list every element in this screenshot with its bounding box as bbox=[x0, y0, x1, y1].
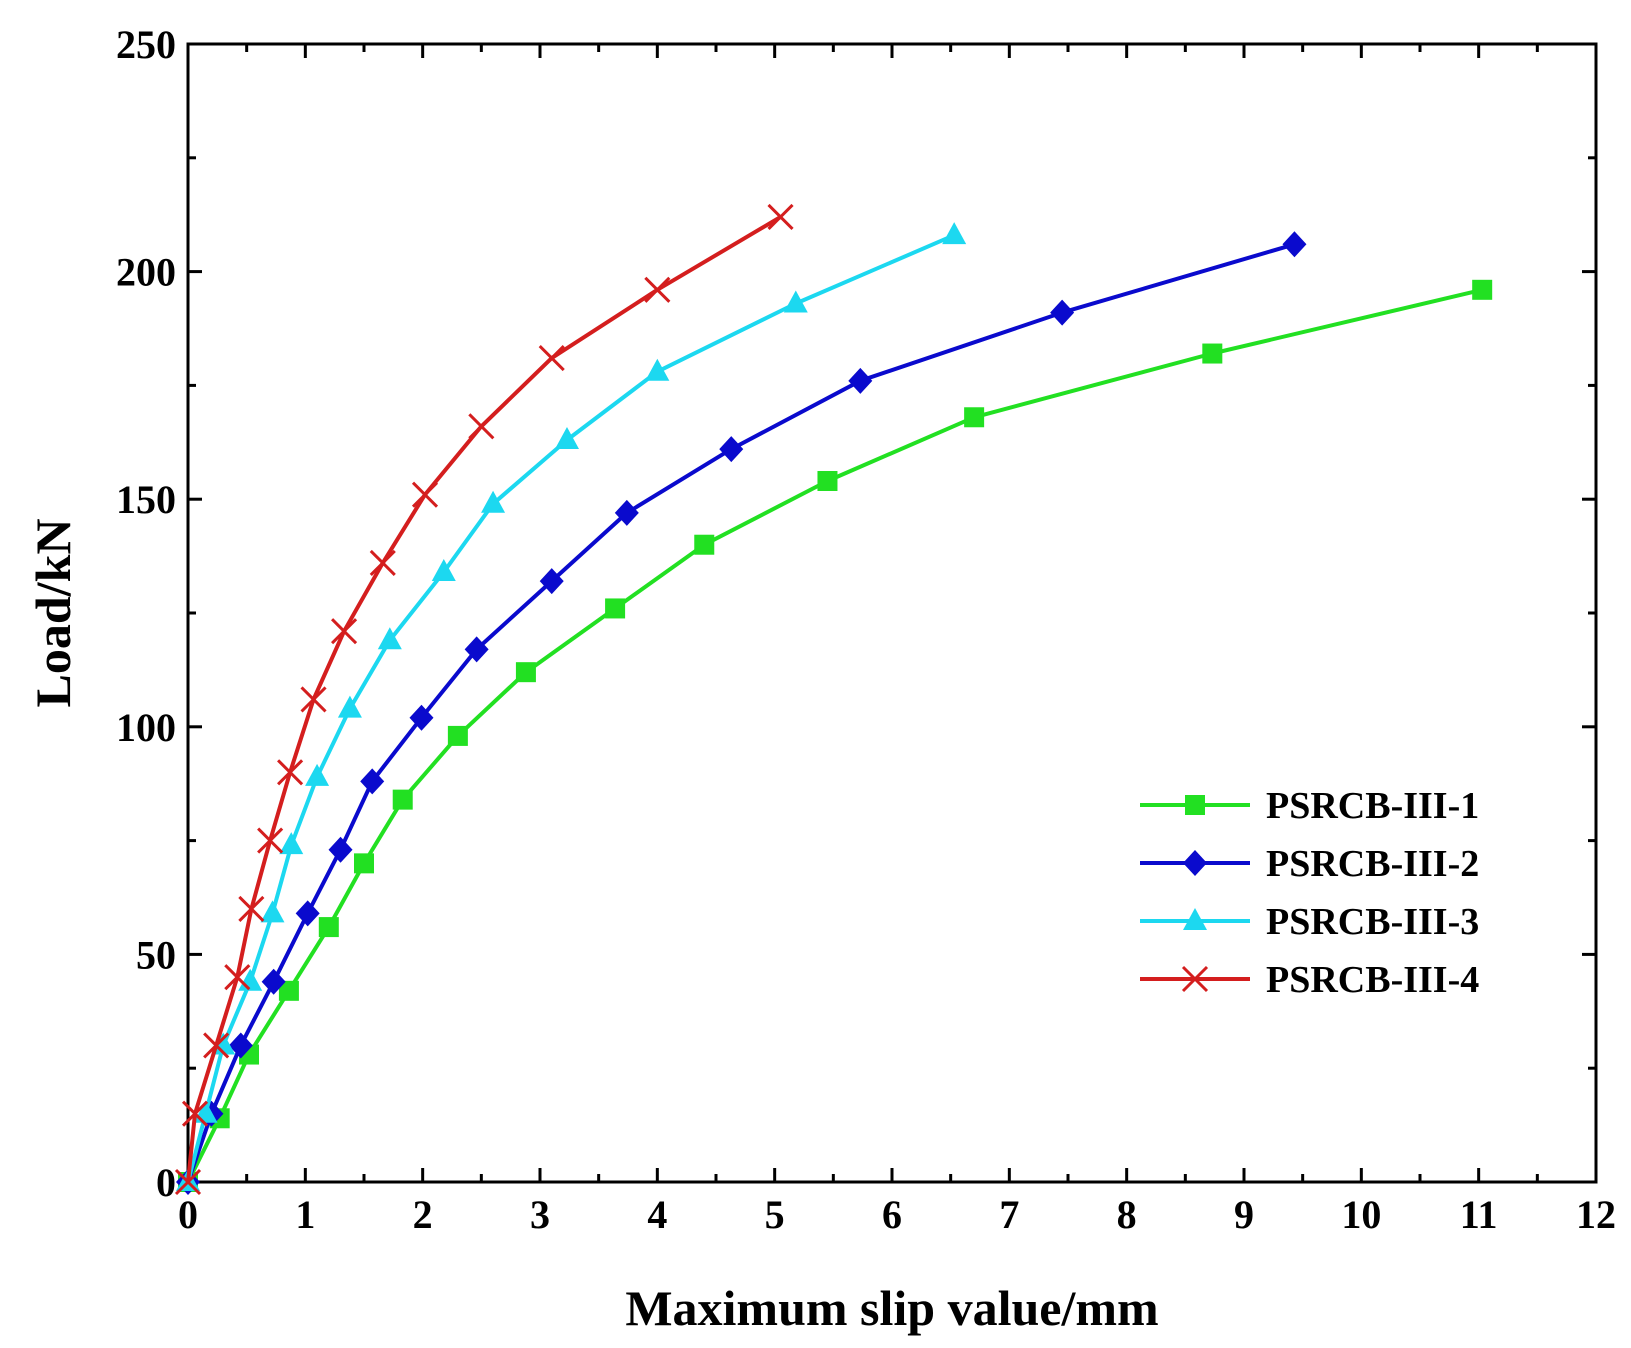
legend-item: PSRCB-III-1 bbox=[1140, 785, 1479, 827]
data-point-x bbox=[330, 618, 358, 645]
legend-item: PSRCB-III-3 bbox=[1140, 901, 1479, 943]
data-point-square bbox=[354, 853, 374, 874]
data-point-diamond bbox=[848, 367, 873, 394]
data-point-diamond bbox=[228, 1032, 253, 1059]
data-point-x bbox=[369, 549, 396, 576]
data-point-x bbox=[277, 759, 304, 786]
data-point-x bbox=[1181, 965, 1209, 993]
y-tick-label: 200 bbox=[116, 250, 176, 295]
x-tick-label: 12 bbox=[1576, 1192, 1616, 1237]
plot-frame bbox=[186, 42, 1598, 1184]
data-point-triangle bbox=[554, 427, 579, 450]
x-tick-label: 7 bbox=[999, 1192, 1019, 1237]
data-point-square bbox=[694, 534, 715, 555]
data-point-diamond bbox=[1282, 231, 1307, 258]
x-tick-label: 6 bbox=[882, 1192, 902, 1237]
data-point-triangle bbox=[783, 290, 808, 313]
y-tick-label: 150 bbox=[116, 477, 176, 522]
data-point-triangle bbox=[260, 900, 285, 923]
data-point-x bbox=[224, 964, 251, 991]
data-point-diamond bbox=[328, 836, 353, 863]
data-point-diamond bbox=[614, 499, 639, 526]
series-PSRCB-III-1 bbox=[178, 279, 1493, 1192]
legend-label: PSRCB-III-1 bbox=[1266, 785, 1479, 827]
x-tick-label: 9 bbox=[1234, 1192, 1254, 1237]
series-PSRCB-III-3 bbox=[176, 222, 967, 1191]
data-point-diamond bbox=[360, 768, 385, 795]
series-line bbox=[186, 287, 1483, 1183]
y-tick-label: 0 bbox=[156, 1160, 176, 1205]
series-layer bbox=[174, 203, 1493, 1196]
x-tick-label: 0 bbox=[178, 1192, 198, 1237]
data-point-triangle bbox=[942, 222, 967, 245]
x-tick-label: 1 bbox=[295, 1192, 315, 1237]
data-point-triangle bbox=[481, 490, 506, 513]
data-point-triangle bbox=[211, 1032, 236, 1055]
x-tick-label: 4 bbox=[647, 1192, 667, 1237]
x-tick-label: 10 bbox=[1341, 1192, 1381, 1237]
x-tick-label: 2 bbox=[413, 1192, 433, 1237]
series-PSRCB-III-4 bbox=[174, 203, 794, 1196]
data-point-triangle bbox=[645, 358, 670, 381]
x-tick-label: 11 bbox=[1460, 1192, 1498, 1237]
data-point-x bbox=[468, 413, 495, 440]
data-point-x bbox=[181, 1100, 209, 1127]
data-point-triangle bbox=[305, 763, 330, 786]
data-point-diamond bbox=[409, 704, 434, 731]
legend-label: PSRCB-III-2 bbox=[1266, 843, 1479, 885]
data-point-x bbox=[238, 895, 265, 922]
y-axis-title: Load/kN bbox=[25, 519, 81, 708]
data-point-x bbox=[300, 686, 327, 713]
data-point-x bbox=[203, 1032, 230, 1059]
x-tick-label: 3 bbox=[530, 1192, 550, 1237]
y-tick-label: 50 bbox=[136, 932, 176, 977]
data-point-diamond bbox=[295, 900, 320, 927]
data-point-diamond bbox=[539, 568, 564, 595]
x-tick-label: 8 bbox=[1117, 1192, 1137, 1237]
data-point-square bbox=[447, 725, 468, 746]
data-point-x bbox=[174, 1168, 202, 1196]
legend-label: PSRCB-III-3 bbox=[1266, 901, 1479, 943]
data-point-triangle bbox=[279, 832, 304, 855]
data-point-square bbox=[278, 980, 299, 1001]
data-point-square bbox=[1472, 279, 1493, 300]
legend-item: PSRCB-III-2 bbox=[1140, 843, 1479, 885]
y-tick-label: 100 bbox=[116, 705, 176, 750]
x-tick-label: 5 bbox=[765, 1192, 785, 1237]
data-point-diamond bbox=[261, 968, 286, 995]
data-point-x bbox=[644, 276, 671, 303]
data-point-triangle bbox=[431, 559, 456, 582]
data-point-x bbox=[767, 203, 794, 231]
data-point-x bbox=[411, 481, 439, 508]
data-point-diamond bbox=[1183, 850, 1207, 876]
data-point-x bbox=[538, 345, 565, 372]
data-point-diamond bbox=[1050, 299, 1075, 326]
legend-item: PSRCB-III-4 bbox=[1140, 959, 1479, 1001]
data-point-square bbox=[392, 789, 413, 810]
data-point-square bbox=[1185, 795, 1205, 815]
y-tick-label: 250 bbox=[116, 22, 176, 67]
data-point-diamond bbox=[719, 436, 744, 463]
data-point-x bbox=[257, 827, 284, 854]
data-point-square bbox=[964, 407, 985, 428]
data-point-square bbox=[515, 662, 536, 683]
legend: PSRCB-III-1 PSRCB-III-2 PSRCB-III-3 PSRCB-I… bbox=[1140, 785, 1479, 1001]
data-point-square bbox=[605, 598, 626, 619]
data-point-diamond bbox=[464, 636, 489, 663]
data-point-square bbox=[1202, 343, 1223, 364]
series-line bbox=[186, 215, 782, 1183]
x-axis-title: Maximum slip value/mm bbox=[625, 1280, 1158, 1336]
data-point-triangle bbox=[337, 695, 362, 718]
data-point-triangle bbox=[1183, 908, 1207, 930]
data-point-triangle bbox=[377, 627, 402, 650]
axis-ticks bbox=[186, 42, 1598, 1184]
data-point-square bbox=[817, 470, 838, 491]
legend-label: PSRCB-III-4 bbox=[1266, 959, 1479, 1001]
data-point-square bbox=[318, 917, 339, 938]
